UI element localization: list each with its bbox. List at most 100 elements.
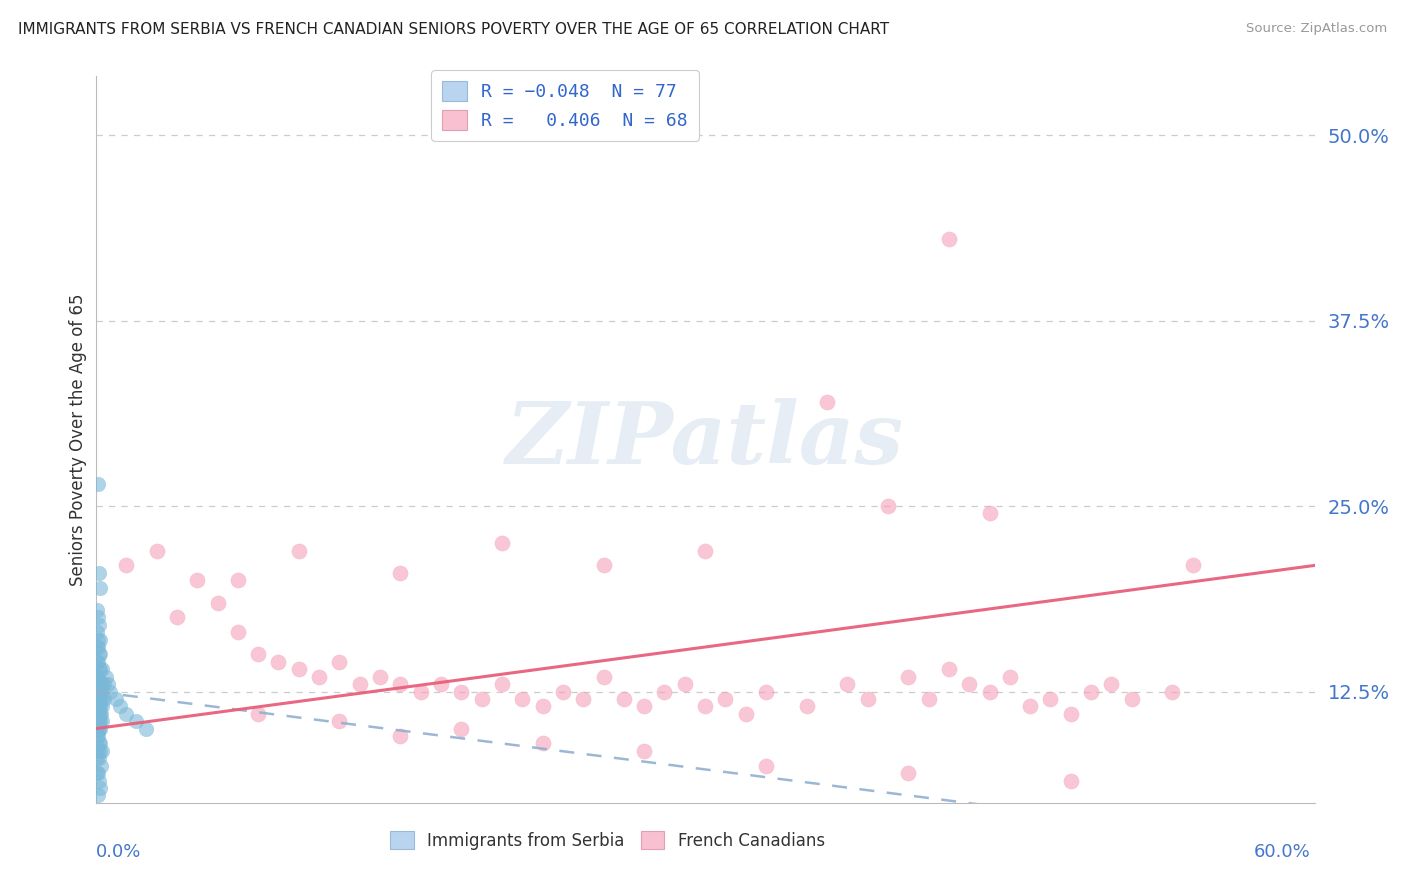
Point (389, 677, 412, 691)
Point (815, 395, 838, 409)
Point (87, 699, 110, 714)
Point (87, 736, 110, 750)
Point (1101, 677, 1123, 691)
Point (87, 773, 110, 788)
Point (86, 714, 108, 729)
Point (86, 710, 108, 724)
Point (89, 662, 111, 676)
Text: Source: ZipAtlas.com: Source: ZipAtlas.com (1247, 22, 1388, 36)
Point (90, 758, 112, 772)
Point (450, 684, 472, 698)
Point (90, 706, 112, 721)
Point (125, 714, 148, 729)
Point (93, 692, 115, 706)
Point (87, 751, 110, 765)
Point (87, 662, 110, 676)
Point (94, 670, 117, 684)
Text: 0.0%: 0.0% (96, 843, 141, 861)
Point (755, 684, 778, 698)
Point (491, 677, 513, 691)
Point (510, 692, 533, 706)
Point (673, 677, 696, 691)
Point (86, 704, 108, 718)
Point (1060, 706, 1083, 721)
Point (86, 670, 108, 684)
Point (86, 677, 108, 691)
Point (87, 714, 110, 729)
Point (86, 476, 108, 491)
Point (1060, 773, 1083, 788)
Point (86, 603, 108, 617)
Point (87, 706, 110, 721)
Point (1080, 684, 1102, 698)
Point (288, 662, 311, 676)
Point (856, 692, 879, 706)
Point (86, 699, 108, 714)
Point (86, 766, 108, 780)
Point (89, 722, 111, 736)
Point (471, 692, 494, 706)
Point (86, 655, 108, 669)
Point (87, 684, 110, 698)
Point (97, 677, 120, 691)
Point (1181, 558, 1204, 573)
Point (90, 714, 112, 729)
Point (89, 677, 111, 691)
Point (89, 714, 111, 729)
Point (695, 543, 717, 558)
Point (87, 648, 110, 662)
Point (86, 695, 108, 709)
Point (592, 558, 614, 573)
Point (551, 684, 574, 698)
Point (531, 736, 554, 750)
Point (104, 692, 127, 706)
Point (86, 789, 108, 803)
Point (897, 670, 920, 684)
Point (1019, 699, 1042, 714)
Point (89, 684, 111, 698)
Point (89, 699, 111, 714)
Point (368, 670, 391, 684)
Point (89, 632, 111, 647)
Text: 60.0%: 60.0% (1254, 843, 1310, 861)
Point (837, 677, 859, 691)
Legend: Immigrants from Serbia, French Canadians: Immigrants from Serbia, French Canadians (384, 825, 831, 856)
Point (1121, 692, 1143, 706)
Point (531, 699, 554, 714)
Point (389, 729, 412, 743)
Point (308, 670, 330, 684)
Point (998, 670, 1021, 684)
Text: ZIPatlas: ZIPatlas (506, 398, 904, 481)
Point (592, 670, 614, 684)
Point (1161, 684, 1184, 698)
Point (86, 766, 108, 780)
Point (328, 714, 350, 729)
Point (86, 640, 108, 654)
Point (145, 543, 167, 558)
Point (897, 766, 920, 780)
Point (108, 699, 131, 714)
Point (86, 719, 108, 733)
Point (349, 677, 371, 691)
Point (115, 558, 138, 573)
Point (979, 507, 1001, 521)
Point (186, 574, 208, 588)
Text: IMMIGRANTS FROM SERBIA VS FRENCH CANADIAN SENIORS POVERTY OVER THE AGE OF 65 COR: IMMIGRANTS FROM SERBIA VS FRENCH CANADIA… (18, 22, 890, 37)
Point (87, 692, 110, 706)
Point (90, 699, 112, 714)
Point (491, 536, 513, 550)
Point (734, 706, 756, 721)
Point (89, 780, 111, 795)
Point (450, 722, 472, 736)
Point (89, 706, 111, 721)
Point (877, 499, 900, 513)
Point (90, 677, 112, 691)
Point (86, 722, 108, 736)
Point (86, 625, 108, 640)
Point (409, 684, 432, 698)
Point (89, 692, 111, 706)
Point (633, 699, 655, 714)
Y-axis label: Seniors Poverty Over the Age of 65: Seniors Poverty Over the Age of 65 (69, 293, 87, 585)
Point (917, 692, 939, 706)
Point (938, 662, 960, 676)
